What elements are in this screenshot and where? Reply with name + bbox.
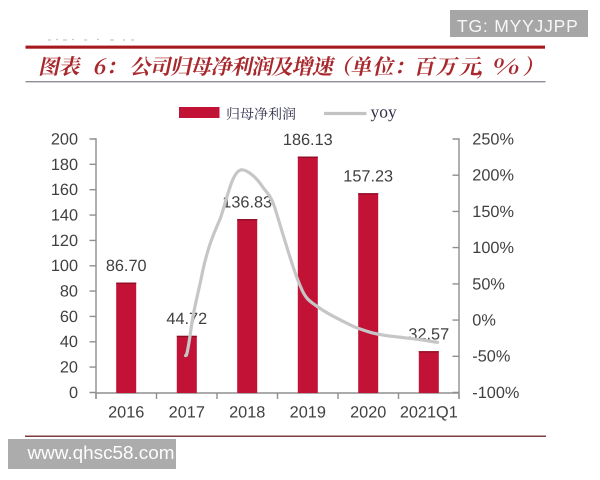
svg-text:20: 20: [60, 359, 78, 377]
svg-text:2016: 2016: [108, 403, 144, 421]
svg-text:50%: 50%: [472, 275, 505, 293]
svg-text:60: 60: [60, 308, 78, 326]
svg-text:80: 80: [60, 283, 78, 301]
svg-text:100%: 100%: [472, 239, 514, 257]
svg-text:-100%: -100%: [472, 384, 519, 402]
svg-text:0: 0: [69, 384, 78, 402]
svg-text:200%: 200%: [472, 167, 514, 185]
svg-text:-50%: -50%: [472, 348, 510, 366]
svg-text:120: 120: [51, 232, 78, 250]
svg-text:200: 200: [51, 130, 78, 148]
svg-text:136.83: 136.83: [222, 193, 272, 211]
svg-text:2021Q1: 2021Q1: [400, 403, 458, 421]
svg-text:yoy: yoy: [371, 101, 398, 121]
svg-text:86.70: 86.70: [106, 257, 147, 275]
svg-text:2017: 2017: [169, 403, 205, 421]
svg-text:2020: 2020: [350, 403, 386, 421]
svg-text:140: 140: [51, 207, 78, 225]
svg-text:186.13: 186.13: [283, 131, 333, 149]
svg-text:160: 160: [51, 181, 78, 199]
svg-text:157.23: 157.23: [343, 167, 393, 185]
svg-text:150%: 150%: [472, 203, 514, 221]
svg-text:2019: 2019: [290, 403, 326, 421]
svg-text:0%: 0%: [472, 312, 496, 330]
svg-text:100: 100: [51, 257, 78, 275]
svg-text:250%: 250%: [472, 130, 514, 148]
svg-text:180: 180: [51, 156, 78, 174]
svg-text:40: 40: [60, 333, 78, 351]
svg-text:44.72: 44.72: [166, 310, 207, 328]
svg-text:2018: 2018: [229, 403, 265, 421]
